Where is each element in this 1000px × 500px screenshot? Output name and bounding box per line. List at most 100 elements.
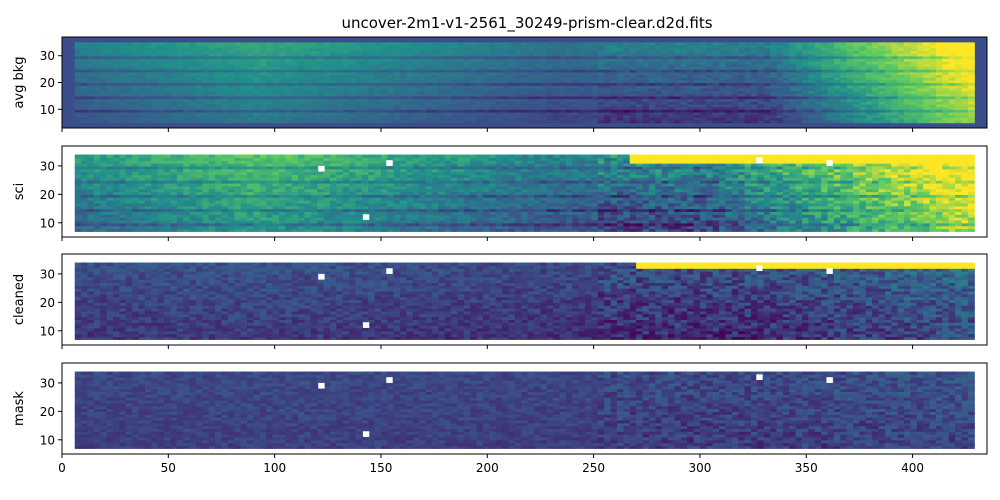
heatmap-cell (278, 119, 286, 124)
heatmap-cell (278, 87, 286, 92)
heatmap-cell (674, 98, 682, 102)
heatmap-cell (534, 79, 542, 84)
heatmap-cell (272, 58, 280, 62)
heatmap-cell (872, 95, 880, 100)
heatmap-cell (208, 160, 216, 164)
heatmap-cell (374, 98, 382, 102)
heatmap-cell (553, 98, 561, 102)
heatmap-cell (164, 101, 172, 105)
heatmap-cell (725, 63, 733, 68)
heatmap-cell (393, 58, 401, 62)
heatmap-cell (967, 106, 975, 110)
heatmap-cell (655, 111, 663, 116)
heatmap-cell (585, 71, 593, 76)
heatmap-cell (750, 63, 758, 68)
heatmap-cell (132, 85, 140, 89)
heatmap-cell (215, 219, 223, 224)
heatmap-cell (138, 58, 146, 62)
heatmap-cell (597, 77, 605, 81)
heatmap-cell (176, 101, 184, 105)
heatmap-cell (814, 71, 822, 76)
heatmap-cell (884, 119, 892, 124)
heatmap-cell (87, 228, 95, 232)
heatmap-cell (272, 61, 280, 65)
heatmap-cell (253, 61, 261, 65)
heatmap-cell (585, 61, 593, 65)
heatmap-cell (559, 45, 567, 49)
heatmap-cell (393, 119, 401, 124)
heatmap-cell (648, 85, 656, 89)
heatmap-cell (234, 85, 242, 89)
heatmap-cell (202, 69, 210, 73)
heatmap-cell (259, 93, 267, 97)
heatmap-cell (559, 55, 567, 60)
heatmap-cell (878, 71, 886, 76)
heatmap-cell (247, 50, 254, 54)
heatmap-cell (782, 77, 790, 81)
heatmap-cell (240, 95, 248, 100)
heatmap-cell (132, 171, 140, 176)
heatmap-cell (125, 165, 133, 170)
heatmap-cell (916, 58, 924, 62)
heatmap-cell (119, 200, 127, 204)
heatmap-cell (93, 214, 101, 218)
heatmap-cell (853, 101, 861, 105)
heatmap-cell (183, 111, 191, 116)
heatmap-cell (642, 90, 650, 94)
heatmap-cell (559, 74, 567, 78)
heatmap-cell (164, 87, 172, 92)
heatmap-cell (221, 200, 229, 204)
heatmap-cell (215, 160, 223, 164)
heatmap-cell (872, 79, 880, 84)
heatmap-cell (668, 58, 676, 62)
heatmap-cell (808, 93, 816, 97)
heatmap-cell (100, 66, 108, 70)
heatmap-cell (738, 77, 746, 81)
heatmap-cell (489, 111, 497, 116)
heatmap-cell (808, 77, 816, 81)
heatmap-cell (106, 171, 114, 176)
heatmap-cell (234, 47, 242, 51)
heatmap-cell (508, 114, 516, 118)
heatmap-cell (221, 63, 229, 68)
heatmap-cell (189, 119, 197, 124)
heatmap-cell (668, 87, 676, 92)
heatmap-cell (502, 90, 510, 94)
heatmap-cell (731, 87, 739, 92)
heatmap-cell (655, 103, 663, 108)
heatmap-cell (87, 74, 95, 78)
heatmap-cell (393, 74, 401, 78)
heatmap-cell (195, 103, 203, 108)
heatmap-cell (687, 101, 695, 105)
heatmap-cell (272, 79, 280, 84)
heatmap-cell (113, 109, 121, 113)
heatmap-cell (374, 79, 382, 84)
heatmap-cell (699, 55, 707, 60)
heatmap-cell (508, 95, 516, 100)
heatmap-cell (495, 109, 503, 113)
heatmap-cell (948, 90, 956, 94)
heatmap-cell (202, 98, 210, 102)
heatmap-cell (744, 74, 752, 78)
heatmap-cell (591, 101, 599, 105)
heatmap-cell (502, 95, 510, 100)
heatmap-cell (113, 188, 121, 193)
heatmap-cell (113, 157, 121, 161)
heatmap-cell (884, 106, 892, 110)
heatmap-cell (221, 208, 229, 212)
heatmap-cell (247, 45, 254, 49)
heatmap-cell (808, 79, 816, 84)
heatmap-cell (923, 55, 931, 60)
heatmap-cell (119, 119, 127, 124)
heatmap-cell (298, 85, 306, 89)
heatmap-cell (559, 66, 567, 70)
heatmap-cell (132, 79, 140, 84)
heatmap-cell (904, 85, 912, 89)
heatmap-cell (240, 119, 248, 124)
heatmap-cell (808, 114, 816, 118)
heatmap-cell (565, 111, 573, 116)
heatmap-cell (878, 66, 886, 70)
heatmap-cell (74, 87, 82, 92)
heatmap-cell (859, 47, 867, 51)
heatmap-cell (202, 185, 210, 190)
